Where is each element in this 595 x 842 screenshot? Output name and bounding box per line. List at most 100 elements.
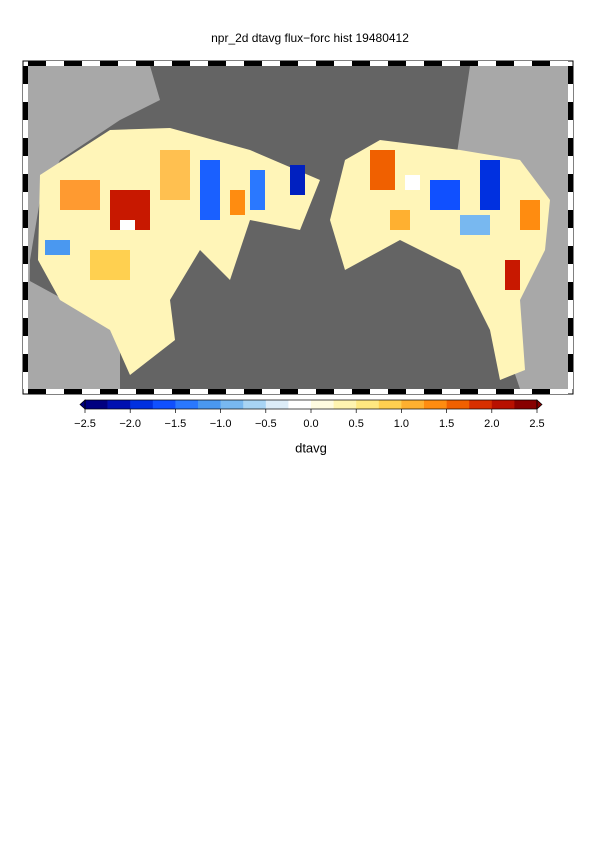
border-segment [568, 120, 573, 138]
border-segment [262, 61, 280, 66]
border-segment [136, 389, 154, 394]
colorbar-swatch [378, 400, 402, 409]
border-segment [424, 389, 442, 394]
border-segment [154, 61, 172, 66]
colorbar-swatch [311, 400, 334, 409]
border-segment [23, 156, 28, 174]
border-segment [370, 61, 388, 66]
border-segment [23, 102, 28, 120]
colorbar-swatch [130, 400, 154, 409]
patch [250, 170, 265, 210]
patch [405, 175, 420, 190]
border-segment [208, 61, 226, 66]
border-segment [23, 174, 28, 192]
colorbar-tick-label: 2.5 [529, 418, 544, 430]
border-segment [514, 61, 532, 66]
patch [45, 240, 70, 255]
patch [480, 160, 500, 210]
border-segment [118, 61, 136, 66]
border-segment [568, 84, 573, 102]
border-segment [64, 389, 82, 394]
border-segment [190, 389, 208, 394]
colorbar-tick-label: 0.5 [349, 418, 364, 430]
border-segment [568, 192, 573, 210]
colorbar-end [79, 399, 86, 410]
colorbar-swatch [243, 400, 267, 409]
border-segment [23, 372, 28, 389]
border-segment [316, 389, 334, 394]
border-segment [208, 389, 226, 394]
colorbar-tick-label: 2.0 [484, 418, 499, 430]
border-segment [568, 174, 573, 192]
border-segment [244, 61, 262, 66]
border-segment [172, 61, 190, 66]
patch [460, 215, 490, 235]
map-title: npr_2d dtavg flux−forc hist 19480412 [211, 31, 409, 45]
patch [160, 150, 190, 200]
land [28, 66, 160, 389]
border-segment [532, 61, 550, 66]
border-segment [568, 138, 573, 156]
colorbar-label: dtavg [295, 440, 327, 455]
border-segment [226, 61, 244, 66]
border-segment [118, 389, 136, 394]
border-segment [100, 61, 118, 66]
border-segment [23, 66, 28, 84]
border-segment [478, 61, 496, 66]
colorbar-tick-label: 0.0 [303, 418, 318, 430]
border-segment [568, 246, 573, 264]
border-segment [496, 389, 514, 394]
colorbar-swatch [491, 400, 515, 409]
border-segment [23, 138, 28, 156]
border-segment [82, 389, 100, 394]
colorbar-tick-label: 1.0 [394, 418, 409, 430]
border-segment [460, 389, 478, 394]
border-segment [262, 389, 280, 394]
colorbar-end [536, 399, 543, 410]
border-segment [514, 389, 532, 394]
patch [60, 180, 100, 210]
colorbar-swatch [333, 400, 357, 409]
colorbar-swatch [107, 400, 131, 409]
colorbar: −2.5 −2.0 −1.5 −1.0 −0.5 0.0 0.5 1.0 1.5 2.0 2.5 [74, 399, 545, 430]
border-segment [352, 61, 370, 66]
border-segment [82, 61, 100, 66]
patch [520, 200, 540, 230]
border-segment [23, 354, 28, 372]
border-segment [550, 61, 568, 66]
border-segment [478, 389, 496, 394]
border-segment [550, 389, 568, 394]
border-segment [388, 61, 406, 66]
border-segment [298, 389, 316, 394]
colorbar-swatch [198, 400, 221, 409]
colorbar-tick-label: −1.5 [165, 418, 187, 430]
border-segment [442, 61, 460, 66]
colorbar-swatch [446, 400, 470, 409]
border-segment [64, 61, 82, 66]
colorbar-swatch [514, 400, 538, 409]
border-segment [568, 318, 573, 336]
patch [390, 210, 410, 230]
colorbar-swatch [288, 400, 312, 409]
border-segment [568, 156, 573, 174]
map-border [23, 61, 573, 394]
border-segment [406, 389, 424, 394]
border-segment [568, 210, 573, 228]
patch [290, 165, 305, 195]
border-segment [568, 336, 573, 354]
border-segment [334, 389, 352, 394]
border-segment [442, 389, 460, 394]
patch [505, 260, 520, 290]
border-segment [23, 246, 28, 264]
border-segment [280, 389, 298, 394]
border-segment [23, 192, 28, 210]
border-segment [23, 120, 28, 138]
border-segment [28, 389, 46, 394]
border-segment [244, 389, 262, 394]
border-segment [352, 389, 370, 394]
border-segment [334, 61, 352, 66]
border-segment [316, 61, 334, 66]
field-patches [45, 150, 540, 290]
